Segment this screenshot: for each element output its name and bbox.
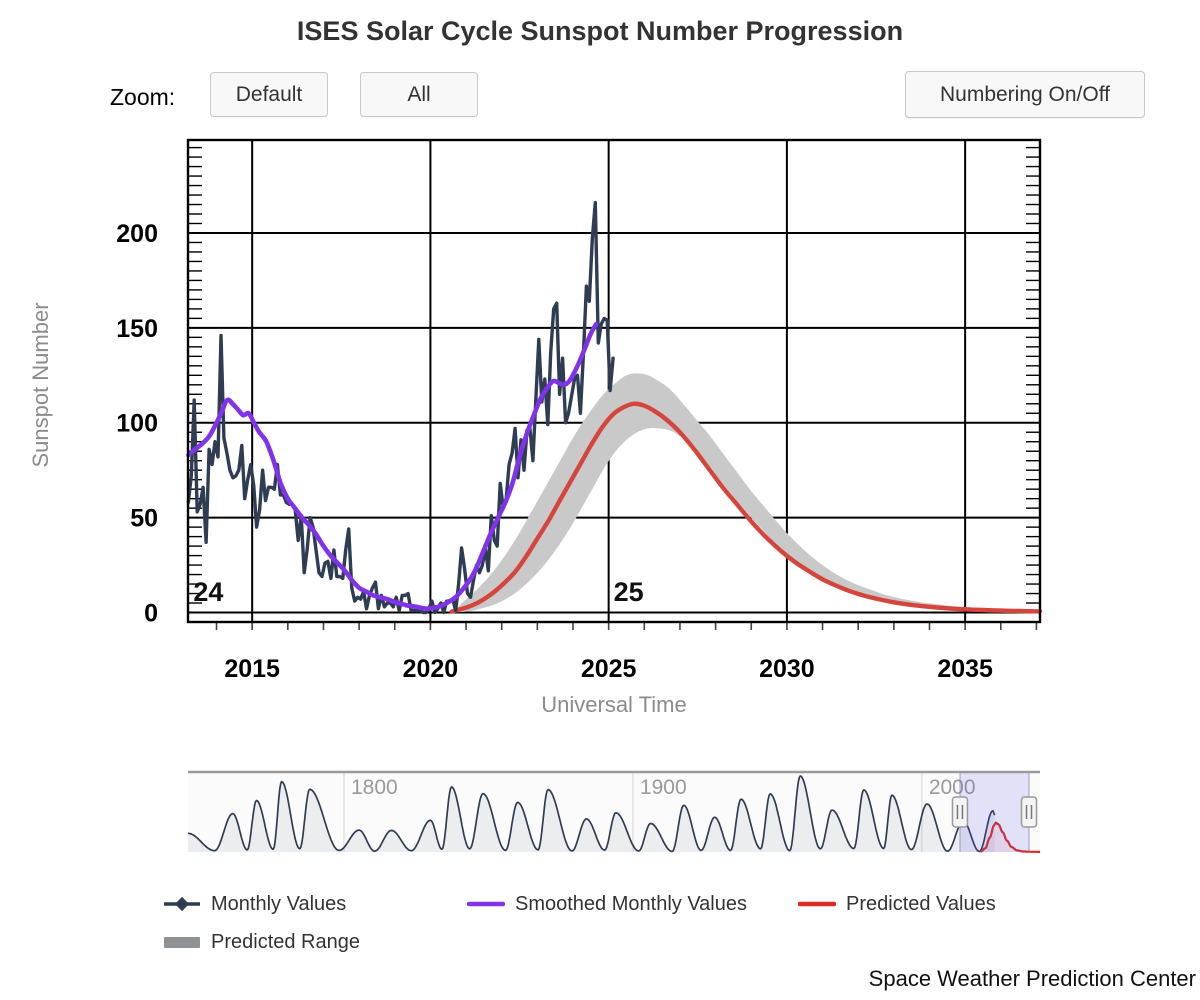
- legend-item-monthly[interactable]: Monthly Values: [163, 890, 346, 918]
- y-tick-label: 50: [130, 505, 158, 533]
- zoom-default-button[interactable]: Default: [210, 72, 328, 117]
- navigator-predicted-area: [980, 822, 1040, 852]
- legend-item-predicted[interactable]: Predicted Values: [797, 890, 996, 918]
- predicted-series: [449, 401, 1043, 614]
- navigator-handle-left[interactable]: [951, 796, 969, 828]
- navigator-year-label: 1900: [640, 776, 687, 799]
- cycle-annotation: 25: [614, 577, 644, 607]
- smoothed-series: [186, 321, 599, 612]
- navigator-history-line: [187, 775, 996, 853]
- monthly-series-marker-icon: [163, 895, 201, 913]
- numbering-toggle-button[interactable]: Numbering On/Off: [905, 71, 1145, 118]
- zoom-label: Zoom:: [110, 84, 176, 110]
- zoom-all-button[interactable]: All: [360, 72, 478, 117]
- legend-label: Predicted Values: [846, 892, 996, 915]
- predicted-line-icon: [797, 895, 837, 913]
- navigator-history-area: [188, 776, 995, 852]
- legend-label: Smoothed Monthly Values: [515, 892, 747, 915]
- x-axis-title: Universal Time: [541, 692, 687, 717]
- plot-area[interactable]: [186, 138, 1042, 624]
- x-tick-label: 2035: [937, 655, 993, 683]
- credit-text: Space Weather Prediction Center: [868, 966, 1196, 991]
- y-tick-label: 0: [144, 600, 158, 628]
- legend-label: Monthly Values: [211, 892, 347, 915]
- x-tick-label: 2030: [759, 655, 815, 683]
- x-tick-label: 2020: [403, 655, 459, 683]
- y-tick-label: 150: [116, 315, 158, 343]
- navigator-year-label: 2000: [929, 776, 976, 799]
- navigator-year-label: 1800: [351, 776, 398, 799]
- legend-label: Predicted Range: [211, 930, 360, 953]
- navigator[interactable]: 1800 1900 2000: [187, 770, 1040, 853]
- x-tick-label: 2015: [224, 655, 280, 683]
- cycle-annotation: 24: [193, 577, 223, 607]
- predicted-range-box-icon: [163, 933, 201, 951]
- predicted-range-band: [455, 373, 1040, 613]
- main-chart: 2015 2020 2025 2030 2035 0 50 100 150 200 24 25: [116, 138, 1043, 683]
- x-tick-label: 2025: [581, 655, 637, 683]
- smoothed-line-icon: [466, 895, 506, 913]
- y-tick-label: 100: [116, 410, 158, 438]
- y-tick-label: 200: [116, 220, 158, 248]
- legend-item-predicted-range[interactable]: Predicted Range: [163, 928, 360, 956]
- legend-item-smoothed[interactable]: Smoothed Monthly Values: [466, 890, 747, 918]
- navigator-handle-right[interactable]: [1020, 796, 1038, 828]
- page-title: ISES Solar Cycle Sunspot Number Progress…: [296, 16, 904, 46]
- navigator-predicted-line: [980, 821, 1040, 853]
- navigator-selection[interactable]: [959, 772, 1030, 852]
